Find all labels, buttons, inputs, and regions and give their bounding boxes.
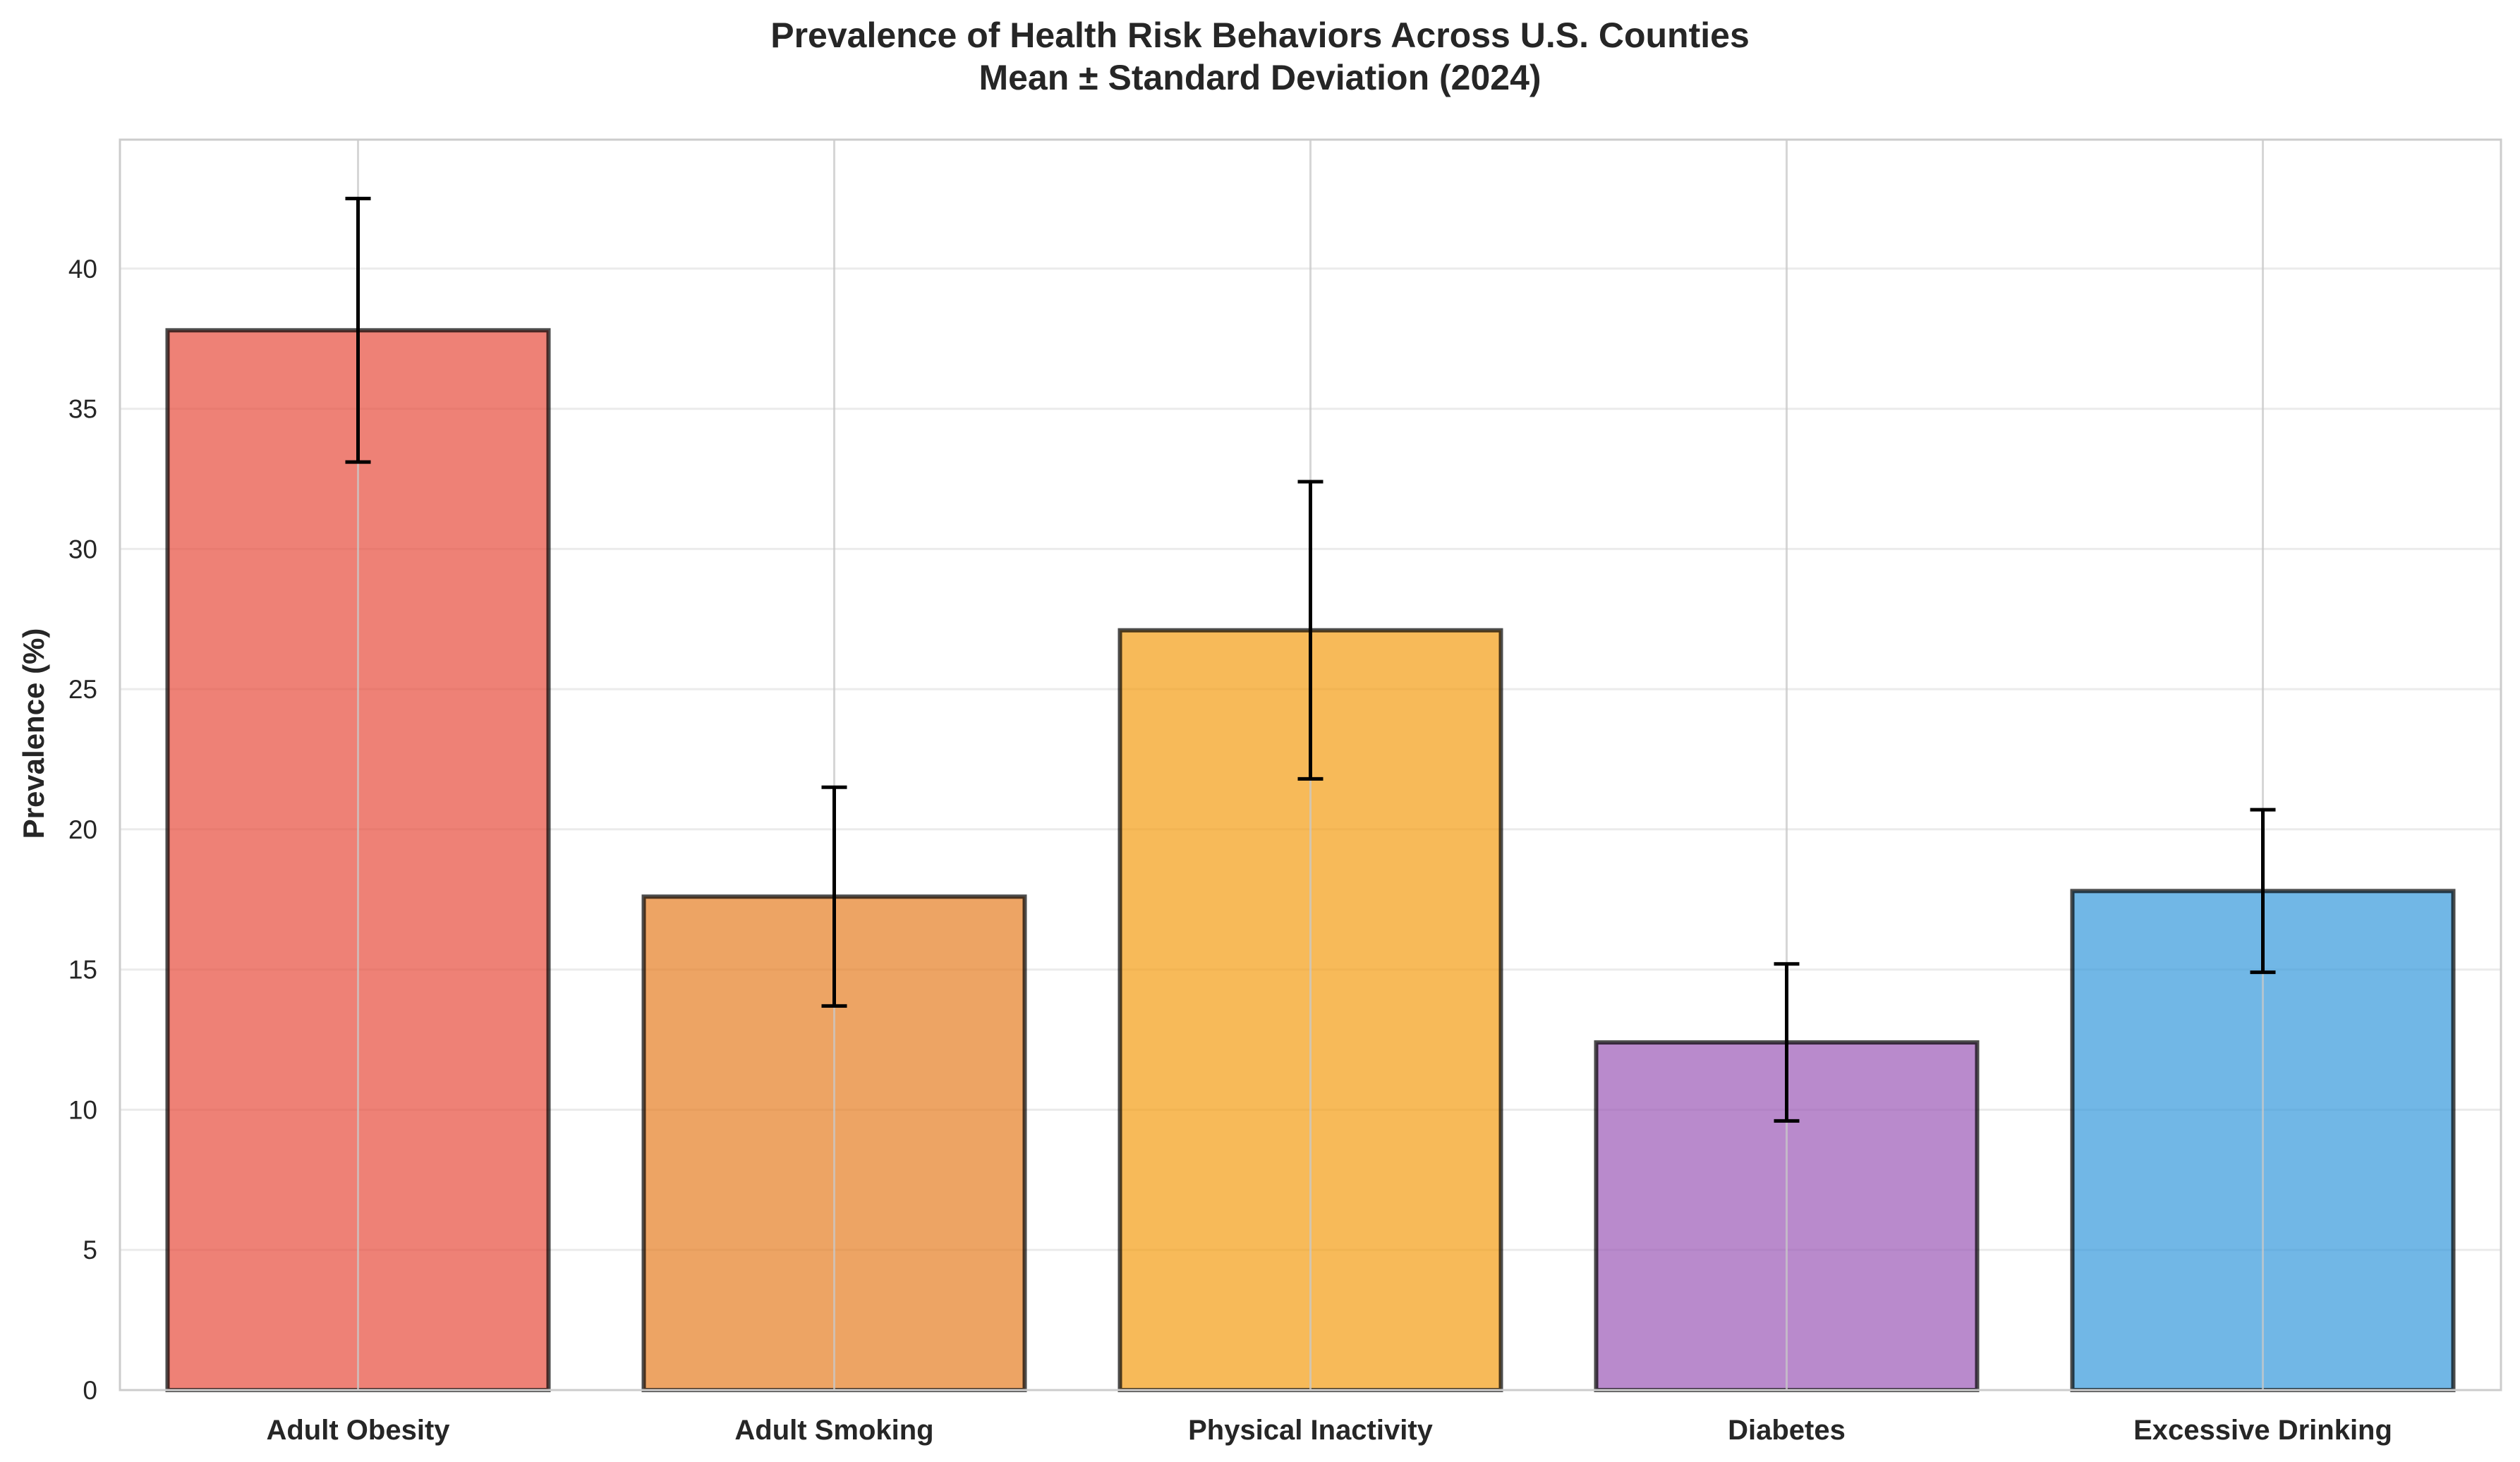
x-tick-label: Adult Smoking: [734, 1415, 933, 1446]
chart-title-line1: Prevalence of Health Risk Behaviors Acro…: [770, 16, 1750, 55]
x-tick-label: Physical Inactivity: [1188, 1415, 1434, 1446]
plot-frame: [119, 138, 2502, 1391]
chart-title-line2: Mean ± Standard Deviation (2024): [979, 58, 1541, 97]
tick-label-layer: 0 5 10 15 20 25 30 35 40 Adult Obesity Adult Smoki…: [68, 255, 2392, 1446]
y-tick-label: 20: [68, 815, 97, 844]
x-tick-label: Diabetes: [1728, 1415, 1846, 1446]
y-tick-label: 10: [68, 1095, 97, 1124]
error-bar-layer: [345, 196, 2276, 1123]
y-tick-label: 25: [68, 675, 97, 704]
y-tick-label: 40: [68, 255, 97, 284]
x-tick-label: Adult Obesity: [266, 1415, 450, 1446]
y-tick-label: 35: [68, 395, 97, 424]
y-tick-label: 30: [68, 535, 97, 564]
y-tick-label: 15: [68, 956, 97, 985]
x-tick-label: Excessive Drinking: [2133, 1415, 2392, 1446]
y-tick-label: 0: [83, 1376, 97, 1405]
y-tick-label: 5: [83, 1236, 97, 1265]
